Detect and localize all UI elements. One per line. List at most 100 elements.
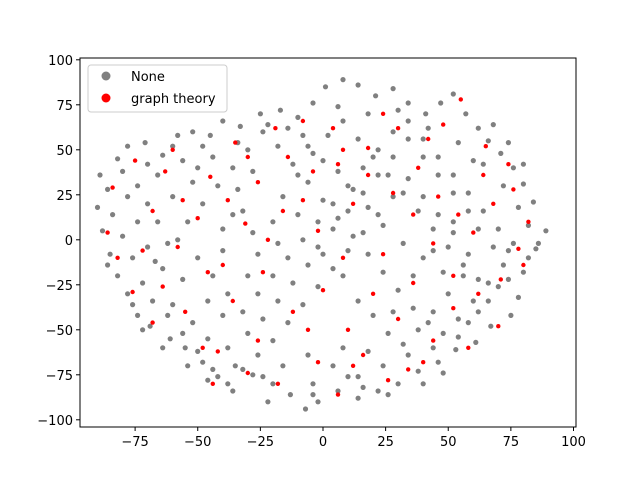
- point-none-56: [135, 312, 141, 318]
- point-none-93: [470, 298, 476, 304]
- point-none-262: [470, 158, 476, 164]
- point-none-88: [465, 208, 471, 214]
- point-graph-theory-29: [115, 255, 120, 260]
- point-none-52: [200, 359, 206, 365]
- point-none-133: [480, 208, 486, 214]
- point-graph-theory-40: [496, 324, 501, 329]
- point-none-244: [205, 298, 211, 304]
- point-graph-theory-61: [411, 280, 416, 286]
- point-graph-theory-45: [365, 172, 371, 178]
- point-graph-theory-28: [130, 289, 135, 295]
- point-graph-theory-10: [426, 136, 431, 142]
- x-tick-label: 0: [319, 435, 327, 450]
- point-none-177: [120, 233, 126, 239]
- point-graph-theory-87: [335, 392, 341, 397]
- point-graph-theory-85: [255, 338, 261, 343]
- point-none-131: [450, 172, 456, 178]
- point-graph-theory-20: [370, 291, 376, 296]
- x-tick-label: 75: [503, 435, 520, 450]
- point-none-23: [450, 91, 456, 97]
- point-graph-theory-48: [285, 154, 291, 160]
- point-graph-theory-32: [245, 370, 250, 376]
- point-none-100: [365, 251, 371, 257]
- legend-marker-graph-theory: [101, 93, 111, 103]
- point-none-189: [425, 125, 431, 131]
- point-none-182: [200, 143, 206, 149]
- point-graph-theory-72: [180, 198, 185, 203]
- point-none-254: [265, 399, 271, 405]
- point-none-273: [385, 392, 391, 398]
- point-none-16: [340, 77, 346, 83]
- point-none-138: [250, 230, 256, 236]
- point-none-158: [405, 176, 411, 182]
- point-none-257: [365, 348, 371, 354]
- point-none-265: [520, 161, 527, 167]
- point-graph-theory-84: [406, 367, 411, 372]
- point-none-83: [390, 154, 396, 160]
- point-none-232: [420, 255, 426, 261]
- y-tick-label: 75: [56, 99, 73, 114]
- point-none-136: [210, 154, 216, 160]
- point-none-64: [145, 201, 151, 207]
- point-graph-theory-30: [105, 230, 110, 235]
- point-graph-theory-65: [491, 201, 496, 206]
- point-none-220: [295, 212, 301, 218]
- point-none-61: [94, 204, 101, 210]
- y-tick-label: −100: [37, 414, 73, 429]
- legend: None graph theory: [87, 64, 228, 113]
- point-graph-theory-7: [335, 162, 341, 167]
- point-none-205: [280, 363, 286, 369]
- y-tick-label: 0: [65, 234, 73, 249]
- point-graph-theory-77: [330, 126, 336, 131]
- point-none-120: [285, 255, 291, 261]
- point-none-9: [220, 118, 226, 124]
- point-none-195: [510, 240, 516, 246]
- point-none-32: [533, 246, 539, 252]
- point-graph-theory-15: [526, 219, 531, 224]
- point-graph-theory-22: [315, 228, 321, 233]
- point-graph-theory-50: [225, 198, 230, 203]
- point-none-11: [257, 111, 263, 117]
- point-none-38: [453, 347, 459, 353]
- point-none-148: [400, 190, 406, 196]
- point-graph-theory-56: [260, 270, 266, 275]
- point-none-219: [275, 240, 281, 246]
- point-none-156: [435, 212, 441, 218]
- point-none-31: [543, 228, 549, 234]
- point-graph-theory-16: [498, 277, 503, 282]
- point-graph-theory-18: [431, 338, 436, 343]
- point-none-230: [460, 273, 466, 279]
- point-none-25: [475, 125, 481, 131]
- y-axis: −100 −75 −50 −25 0 25 50 75 100: [37, 54, 80, 429]
- plot-frame: [79, 57, 577, 428]
- point-none-115: [210, 273, 216, 279]
- point-none-98: [395, 287, 401, 293]
- point-none-223: [355, 298, 361, 304]
- point-none-261: [450, 219, 456, 225]
- point-none-5: [160, 152, 166, 158]
- point-none-231: [440, 269, 446, 275]
- point-none-10: [237, 123, 243, 129]
- point-none-145: [355, 136, 361, 142]
- point-none-225: [385, 330, 391, 336]
- point-none-78: [315, 244, 321, 250]
- point-none-14: [310, 100, 316, 106]
- point-none-215: [190, 179, 196, 185]
- point-none-194: [525, 222, 532, 228]
- point-none-110: [215, 183, 221, 189]
- point-graph-theory-64: [471, 230, 476, 235]
- point-graph-theory-46: [340, 147, 346, 152]
- point-graph-theory-14: [516, 246, 521, 251]
- point-none-58: [115, 273, 121, 279]
- point-none-128: [405, 118, 411, 124]
- point-none-106: [275, 143, 281, 149]
- point-graph-theory-58: [320, 288, 326, 293]
- point-none-33: [520, 269, 527, 275]
- point-none-157: [420, 194, 426, 200]
- point-none-73: [245, 330, 251, 336]
- point-none-267: [525, 255, 532, 261]
- point-graph-theory-59: [345, 327, 351, 332]
- point-none-248: [135, 219, 141, 225]
- point-none-168: [255, 352, 261, 358]
- point-none-34: [515, 294, 522, 300]
